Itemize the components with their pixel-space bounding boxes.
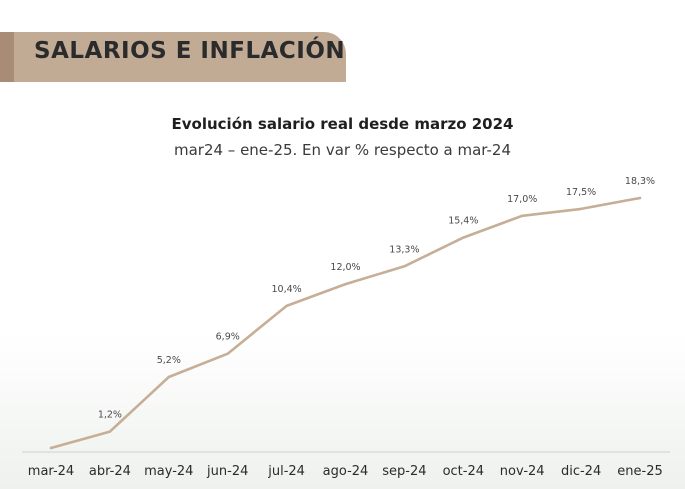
data-point-dic-24 (579, 207, 583, 211)
data-label-jul-24: 10,4% (272, 284, 302, 295)
data-label-jun-24: 6,9% (216, 332, 240, 343)
data-point-ene-25 (638, 196, 642, 200)
data-label-sep-24: 13,3% (389, 244, 419, 255)
data-point-sep-24 (403, 265, 406, 268)
data-point-oct-24 (462, 236, 465, 239)
x-tick-label-mar-24: mar-24 (28, 464, 74, 479)
x-tick-label-nov-24: nov-24 (500, 464, 545, 479)
x-tick-label-jul-24: jul-24 (267, 464, 305, 479)
chart-title: Evolución salario real desde marzo 2024 (171, 115, 514, 133)
x-tick-label-ago-24: ago-24 (323, 464, 369, 479)
x-tick-label-sep-24: sep-24 (382, 464, 426, 479)
data-label-may-24: 5,2% (157, 355, 181, 366)
x-tick-label-jun-24: jun-24 (206, 464, 248, 479)
data-point-abr-24 (108, 430, 112, 433)
data-point-jun-24 (226, 352, 229, 355)
header-band (0, 32, 346, 82)
data-point-jul-24 (285, 304, 288, 308)
page-title: SALARIOS E INFLACIÓN (34, 38, 346, 64)
x-tick-label-may-24: may-24 (144, 464, 193, 479)
header-accent (0, 32, 14, 82)
x-tick-label-dic-24: dic-24 (561, 464, 601, 479)
data-point-ago-24 (344, 282, 347, 286)
x-tick-label-abr-24: abr-24 (89, 464, 131, 479)
data-point-nov-24 (521, 214, 524, 217)
x-tick-label-ene-25: ene-25 (617, 464, 662, 479)
data-label-nov-24: 17,0% (507, 194, 537, 205)
data-label-dic-24: 17,5% (566, 187, 596, 198)
data-label-ago-24: 12,0% (330, 262, 360, 273)
x-tick-label-oct-24: oct-24 (443, 464, 484, 479)
data-point-mar-24 (49, 446, 53, 450)
data-label-oct-24: 15,4% (448, 216, 478, 227)
data-point-may-24 (167, 375, 170, 379)
data-label-ene-25: 18,3% (625, 176, 655, 187)
series-line-salario-real (49, 196, 642, 450)
data-label-abr-24: 1,2% (98, 410, 122, 421)
chart-subtitle: mar24 – ene-25. En var % respecto a mar-… (173, 141, 512, 159)
